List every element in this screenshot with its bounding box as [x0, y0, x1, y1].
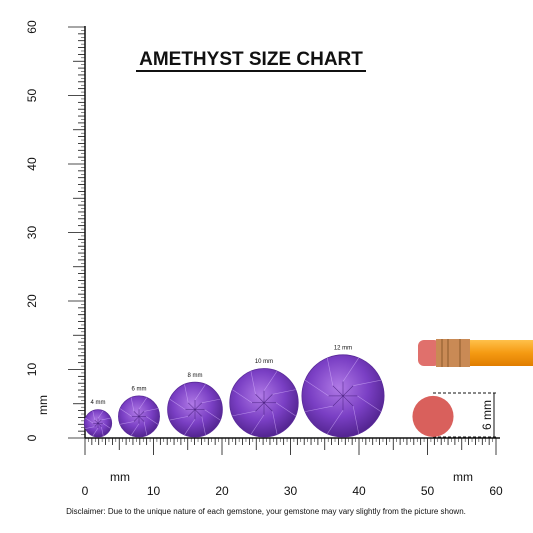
measure-lines	[433, 392, 497, 438]
gem-facet	[97, 410, 104, 419]
gem-facet	[353, 379, 382, 387]
gem-facet	[130, 397, 135, 412]
gem-facet	[201, 398, 221, 404]
gem-facet	[138, 416, 145, 422]
gem-facet	[169, 416, 189, 421]
gem	[301, 354, 385, 438]
horizontal-unit: mm	[453, 470, 473, 484]
vertical-ruler-label: 10	[25, 363, 39, 377]
eraser	[412, 395, 454, 438]
gem-facet	[188, 409, 196, 417]
gem-label: 6 mm	[132, 386, 147, 392]
gem-facet	[143, 421, 148, 436]
vertical-unit: mm	[36, 395, 50, 415]
gem-facet	[332, 385, 344, 397]
gem-facet	[332, 395, 344, 407]
gem-facet	[201, 416, 206, 435]
horizontal-unit: mm	[110, 470, 130, 484]
gem-facet	[263, 370, 278, 391]
gem-facet	[133, 411, 140, 417]
title: AMETHYST SIZE CHART	[139, 49, 363, 70]
gem-facet	[304, 379, 329, 397]
vertical-ruler-label: 20	[25, 294, 39, 308]
vertical-ruler-label: 30	[25, 226, 39, 240]
gem-facet	[119, 421, 134, 425]
gem-label: 4 mm	[91, 400, 106, 406]
gem-facet	[94, 423, 99, 427]
vertical-ruler-label: 0	[25, 434, 39, 441]
gem-facet	[326, 357, 334, 386]
gem-facet	[204, 409, 221, 421]
gem-facet	[85, 426, 95, 429]
gem-facet	[85, 417, 94, 424]
gem-facet	[255, 394, 265, 403]
pencil	[418, 339, 533, 367]
gem-facet	[194, 402, 202, 410]
gem-facet	[184, 419, 196, 436]
gem-facet	[101, 417, 111, 421]
gem-facet	[250, 371, 256, 395]
gem-facet	[169, 398, 186, 410]
gem-facet	[101, 426, 104, 437]
horizontal-ruler-label: 60	[489, 484, 503, 498]
gem-facet	[102, 423, 111, 429]
gem-facet	[119, 408, 132, 417]
gem-facet	[342, 385, 354, 397]
horizontal-ruler-label: 30	[284, 484, 298, 498]
gem-facet	[138, 397, 148, 410]
gem-facet	[357, 395, 382, 412]
horizontal-ruler-label: 20	[215, 484, 229, 498]
eraser-label: 6 mm	[480, 400, 494, 430]
gem-facet	[250, 414, 265, 435]
horizontal-ruler-label: 40	[352, 484, 366, 498]
gem-facet	[255, 402, 265, 412]
gem-facet	[130, 423, 140, 436]
gem-label: 10 mm	[255, 359, 273, 365]
gem-facet	[94, 419, 99, 424]
gem-facet	[352, 406, 360, 434]
gem-facet	[194, 409, 202, 417]
gem-facet	[342, 357, 359, 382]
gem-label: 12 mm	[334, 345, 352, 351]
gem-facet	[146, 416, 159, 425]
gem-facet	[232, 410, 256, 417]
horizontal-ruler-label: 10	[147, 484, 161, 498]
horizontal-ruler-label: 0	[82, 484, 89, 498]
gem-facet	[272, 389, 296, 395]
gem-facet	[263, 394, 273, 403]
vertical-ruler-label: 60	[25, 20, 39, 34]
disclaimer: Disclaimer: Due to the unique nature of …	[66, 507, 466, 516]
gem-facet	[327, 410, 344, 435]
gem-facet	[232, 389, 253, 403]
gem-facet	[92, 427, 99, 437]
gem-facet	[138, 411, 145, 417]
gem-facet	[275, 402, 296, 417]
gem-facet	[194, 384, 206, 401]
gem-label: 8 mm	[188, 373, 203, 379]
gem-facet	[133, 416, 140, 422]
gem	[118, 395, 160, 438]
horizontal-ruler-label: 50	[421, 484, 435, 498]
gem-facet	[97, 419, 102, 424]
gem-facet	[97, 423, 102, 427]
gem-facet	[144, 408, 159, 412]
gem-facet	[263, 402, 273, 412]
gem	[83, 409, 113, 438]
gem-facet	[272, 411, 278, 435]
gem-facet	[184, 384, 189, 403]
vertical-ruler-label: 50	[25, 89, 39, 103]
gem-facet	[92, 410, 95, 420]
gem-facet	[304, 405, 333, 412]
gem	[229, 368, 299, 438]
gem	[167, 381, 223, 438]
vertical-ruler-label: 40	[25, 157, 39, 171]
gem-facet	[188, 402, 196, 410]
gem-facet	[342, 395, 354, 407]
